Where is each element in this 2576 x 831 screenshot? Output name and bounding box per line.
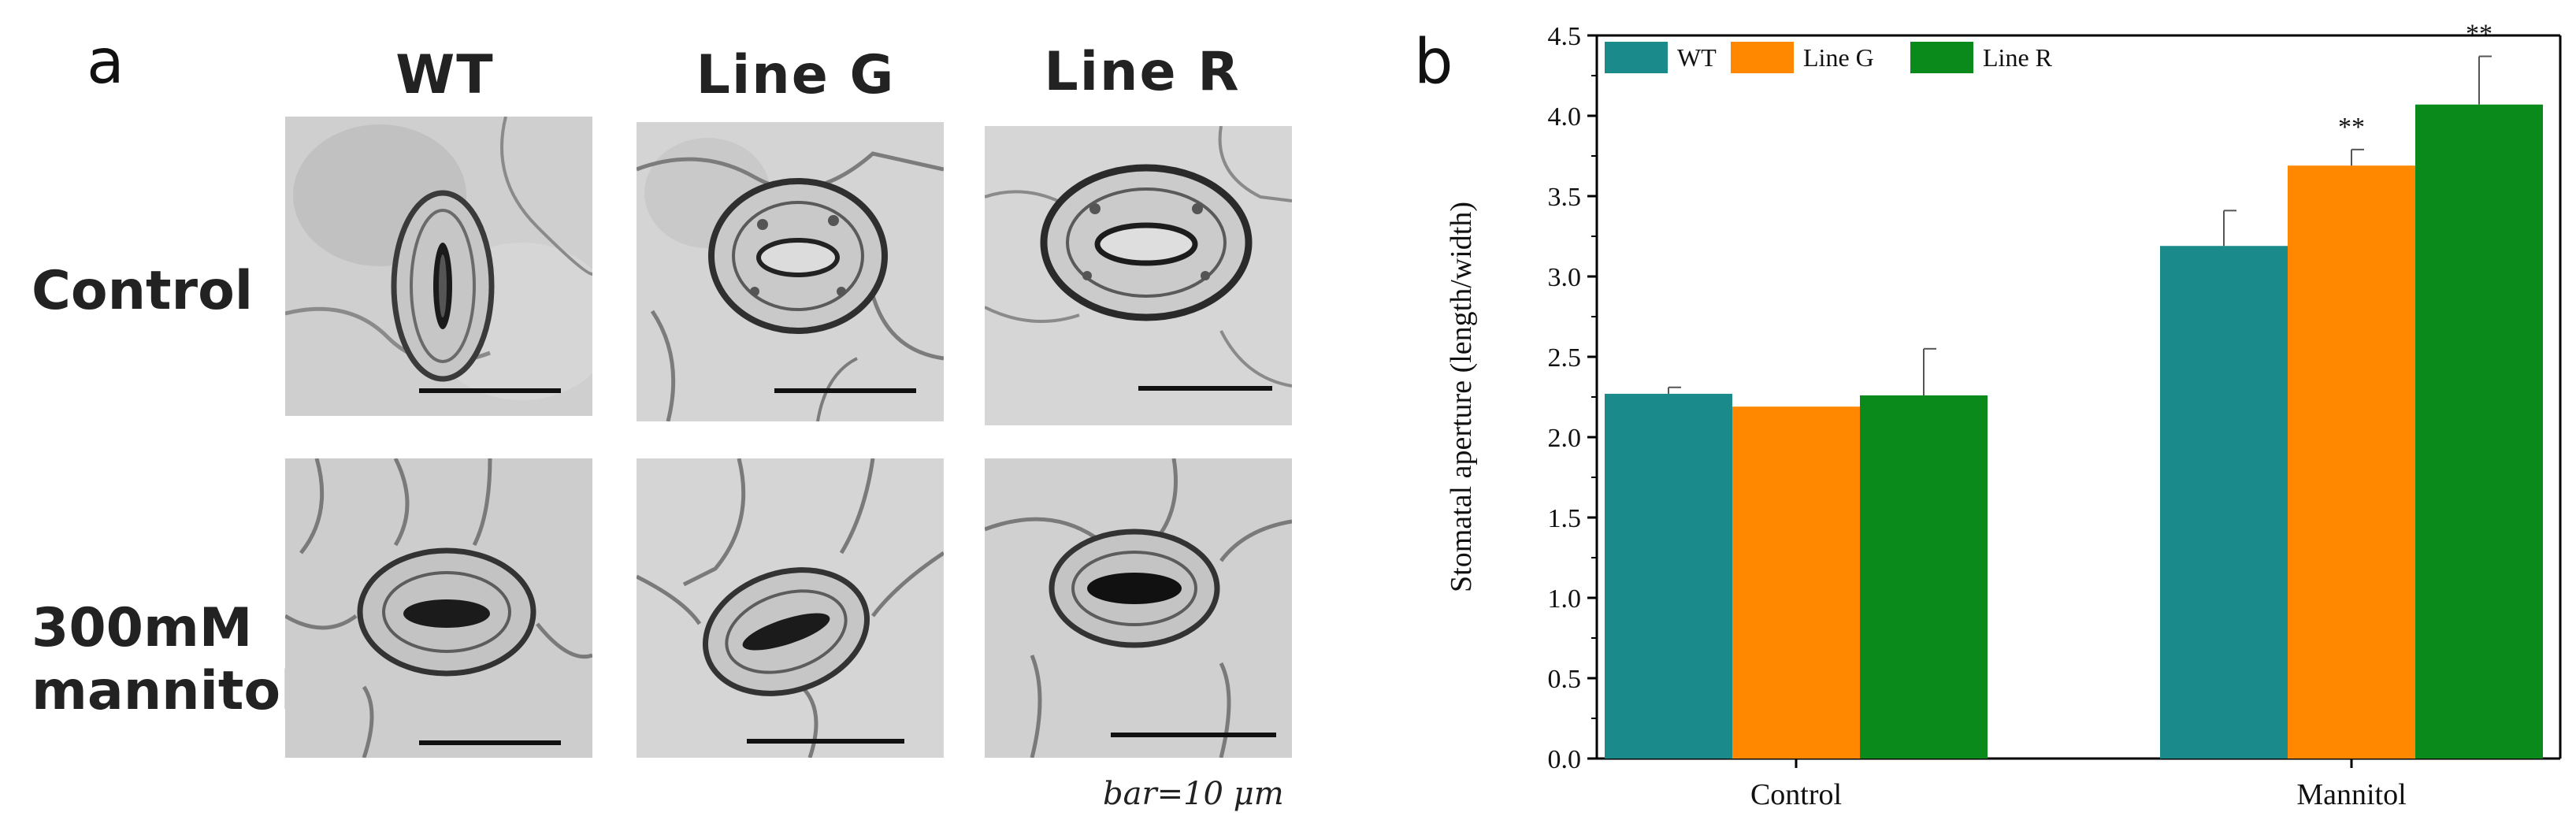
micrograph-wt-control [285, 117, 592, 416]
y-tick-label: 1.0 [1548, 584, 1582, 614]
row-header-mannitol-line2: mannitol [32, 660, 299, 722]
micrograph-line-g-control [637, 122, 944, 421]
legend-label: WT [1677, 43, 1717, 72]
bar [2288, 165, 2415, 759]
micrograph-line-r-control [985, 126, 1292, 425]
row-header-mannitol-line1: 300mM [32, 597, 253, 659]
x-tick-label: Mannitol [2296, 778, 2406, 811]
micrograph-wt-control-image [285, 117, 592, 416]
scale-bar-note: bar=10 μm [1103, 776, 1284, 812]
panel-b-letter: b [1414, 27, 1453, 98]
y-tick-label: 3.5 [1548, 183, 1582, 212]
y-tick-label: 4.0 [1548, 102, 1582, 132]
scale-bar [419, 388, 561, 393]
legend-swatch [1731, 42, 1794, 73]
significance-label: ** [2338, 113, 2365, 142]
scale-bar [1138, 386, 1272, 391]
row-header-control: Control [32, 260, 268, 323]
bar [2415, 104, 2543, 759]
y-tick-label: 4.5 [1548, 22, 1582, 51]
micrograph-line-g-mannitol-image [637, 458, 944, 758]
x-tick-label: Control [1750, 778, 1842, 811]
column-header-wt: WT [395, 44, 495, 106]
micrograph-line-r-mannitol [985, 458, 1292, 758]
significance-label: ** [2466, 20, 2492, 49]
row-header-mannitol: 300mM mannitol [32, 597, 299, 723]
y-tick-label: 0.5 [1548, 665, 1582, 694]
legend-label: Line G [1803, 43, 1874, 72]
row-header-control-text: Control [32, 260, 254, 322]
column-header-line-g: Line G [696, 44, 896, 106]
bar [1860, 395, 1988, 759]
scale-bar [747, 739, 904, 744]
micrograph-line-r-mannitol-image [985, 458, 1292, 758]
legend-swatch [1910, 42, 1973, 73]
micrograph-line-g-mannitol [637, 458, 944, 758]
y-tick-label: 1.5 [1548, 504, 1582, 533]
scale-bar [1111, 733, 1276, 737]
y-tick-label: 3.0 [1548, 263, 1582, 292]
bar [2160, 246, 2288, 759]
y-tick-label: 0.0 [1548, 745, 1582, 774]
y-axis-label: Stomatal aperture (length/width) [1445, 202, 1478, 592]
y-tick-label: 2.0 [1548, 424, 1582, 453]
y-tick-label: 2.5 [1548, 343, 1582, 373]
bar-chart: 0.0 0.5 1.0 1.5 2.0 2.5 3.0 3.5 4.0 4.5 Stomatal a… [1445, 20, 2562, 811]
micrograph-wt-mannitol [285, 458, 592, 758]
scale-bar [419, 740, 561, 745]
legend-label: Line R [1983, 43, 2053, 72]
micrograph-wt-mannitol-image [285, 458, 592, 758]
column-header-line-r: Line R [1044, 41, 1241, 103]
micrograph-line-g-control-image [637, 122, 944, 421]
legend-swatch [1605, 42, 1668, 73]
panel-a-letter: a [87, 27, 124, 98]
bar [1605, 393, 1732, 759]
bar [1732, 406, 1860, 759]
scale-bar [774, 388, 916, 393]
micrograph-line-r-control-image [985, 126, 1292, 425]
